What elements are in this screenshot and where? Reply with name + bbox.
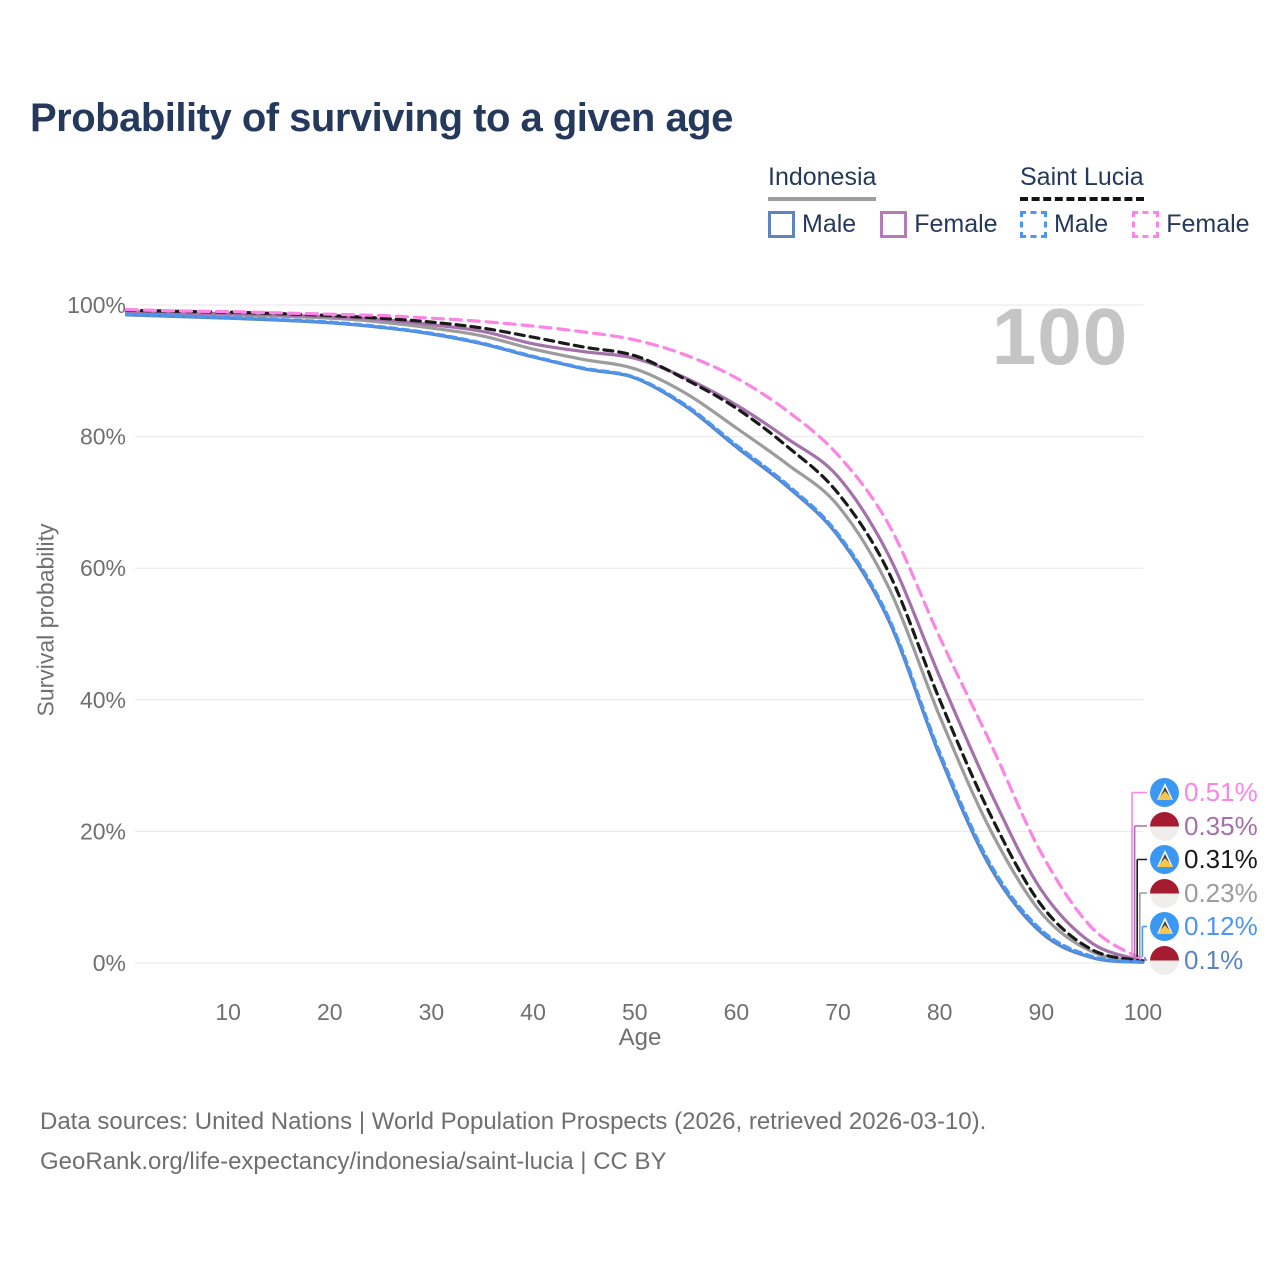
end-label-saint-lucia-female: 0.51% [1150,776,1258,810]
indonesia-female-swatch-icon [880,211,908,238]
end-label-value: 0.35% [1184,810,1258,841]
curve-saint-lucia-female[interactable] [124,308,1145,962]
indonesia-flag-icon [1150,878,1179,908]
legend-group-saint-lucia: Saint Lucia Male Female [1020,163,1250,239]
legend-group-indonesia: Indonesia Male Female [768,163,998,239]
x-tick-label-10: 10 [215,999,241,1025]
x-axis-title: Age [618,1024,662,1051]
end-label-connector-0.51% [1131,791,1147,957]
legend-items-indonesia: Male Female [768,210,998,239]
legend-item-indonesia-female[interactable]: Female [880,210,998,239]
end-label-connector-0.35% [1133,825,1147,957]
end-label-indonesia-both: 0.23% [1150,876,1258,910]
legend-item-saint-lucia-female[interactable]: Female [1132,210,1250,239]
y-tick-label-20: 20% [80,818,126,844]
y-axis-title: Survival probability [32,523,59,717]
curve-indonesia-male[interactable] [124,313,1145,964]
x-tick-label-20: 20 [317,999,343,1025]
end-label-value: 0.12% [1184,911,1258,941]
legend-label: Male [1054,210,1109,238]
end-label-value: 0.51% [1184,777,1258,807]
x-tick-label-30: 30 [419,999,445,1025]
end-label-saint-lucia-both: 0.31% [1150,843,1258,877]
y-tick-label-0: 0% [93,950,126,976]
indonesia-male-swatch-icon [768,211,795,238]
legend-items-saint-lucia: Male Female [1020,210,1250,239]
legend-item-indonesia-male[interactable]: Male [768,210,856,239]
legend-country-indonesia[interactable]: Indonesia [768,163,877,201]
legend-label: Female [1166,210,1250,238]
end-label-connector-0.31% [1136,858,1147,957]
x-tick-label-90: 90 [1029,999,1055,1025]
x-tick-label-40: 40 [520,999,546,1025]
y-tick-label-100: 100% [67,292,126,318]
age-counter-watermark: 100 [991,292,1129,381]
end-label-indonesia-male: 0.1% [1150,943,1243,977]
x-tick-label-80: 80 [927,999,953,1025]
indonesia-flag-icon [1150,945,1179,975]
curve-indonesia-both[interactable] [124,310,1145,964]
x-tick-label-70: 70 [825,999,851,1025]
legend-label: Female [914,210,998,238]
y-tick-label-80: 80% [80,424,126,450]
saint-lucia-flag-icon [1150,912,1179,941]
y-tick-label-60: 60% [80,555,126,581]
end-label-saint-lucia-male: 0.12% [1150,910,1258,944]
data-sources-text: Data sources: United Nations | World Pop… [40,1108,987,1135]
curve-saint-lucia-male[interactable] [124,312,1145,964]
end-label-connector-0.1% [1144,957,1147,961]
x-tick-label-50: 50 [622,999,648,1025]
saint-lucia-female-swatch-icon [1132,211,1160,238]
saint-lucia-male-swatch-icon [1020,211,1047,238]
end-label-indonesia-female: 0.35% [1150,809,1258,843]
saint-lucia-flag-icon [1150,778,1179,807]
end-label-connector-0.12% [1141,925,1147,957]
end-label-value: 0.23% [1184,877,1258,908]
y-tick-label-40: 40% [80,687,126,713]
end-label-value: 0.1% [1184,944,1244,975]
end-label-value: 0.31% [1184,844,1258,874]
x-tick-label-60: 60 [724,999,750,1025]
legend-item-saint-lucia-male[interactable]: Male [1020,210,1108,239]
legend-label: Male [802,210,857,238]
saint-lucia-flag-icon [1150,845,1179,874]
page-title: Probability of surviving to a given age [30,96,733,140]
x-tick-label-100: 100 [1124,999,1162,1025]
indonesia-flag-icon [1150,811,1179,841]
end-label-connector-0.23% [1139,892,1147,957]
attribution-link-text: GeoRank.org/life-expectancy/indonesia/sa… [40,1148,667,1175]
legend-country-saint-lucia[interactable]: Saint Lucia [1020,163,1144,201]
